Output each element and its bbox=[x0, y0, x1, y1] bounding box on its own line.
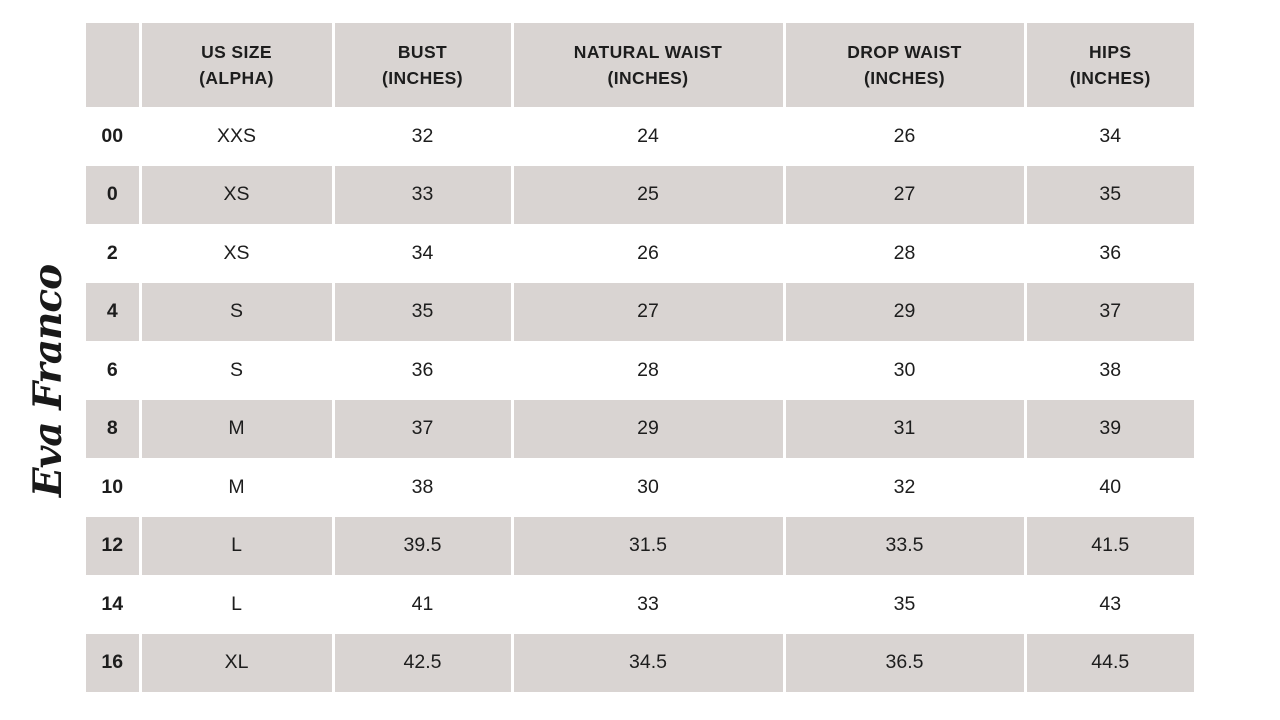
measurement-cell: 38 bbox=[333, 458, 514, 517]
size-cell: 0 bbox=[86, 165, 142, 224]
table-body: 00 XXS 32 24 26 34 0 XS 33 25 27 35 2 XS 34 26 28 36 4 S 35 2… bbox=[86, 107, 1194, 692]
measurement-cell: 43 bbox=[1025, 575, 1194, 634]
size-cell: 16 bbox=[86, 633, 142, 692]
size-cell: 2 bbox=[86, 224, 142, 283]
size-cell: 12 bbox=[86, 516, 142, 575]
table-row: 6 S 36 28 30 38 bbox=[86, 341, 1194, 400]
table-row: 0 XS 33 25 27 35 bbox=[86, 165, 1194, 224]
measurement-cell: 36 bbox=[333, 341, 514, 400]
measurement-cell: L bbox=[140, 575, 335, 634]
table-row: 8 M 37 29 31 39 bbox=[86, 399, 1194, 458]
measurement-cell: 34 bbox=[333, 224, 514, 283]
column-header-unit: (ALPHA) bbox=[199, 68, 274, 88]
size-cell: 00 bbox=[86, 107, 142, 166]
measurement-cell: 25 bbox=[512, 165, 786, 224]
measurement-cell: 41 bbox=[333, 575, 514, 634]
measurement-cell: 29 bbox=[512, 399, 786, 458]
header-row: US SIZE (ALPHA) BUST (INCHES) NATURAL WAIST (… bbox=[86, 23, 1194, 107]
measurement-cell: 36.5 bbox=[784, 633, 1027, 692]
measurement-cell: 34.5 bbox=[512, 633, 786, 692]
column-header-label: DROP WAIST bbox=[847, 41, 962, 62]
measurement-cell: 41.5 bbox=[1025, 516, 1194, 575]
measurement-cell: 33.5 bbox=[784, 516, 1027, 575]
table-row: 00 XXS 32 24 26 34 bbox=[86, 107, 1194, 166]
measurement-cell: 26 bbox=[512, 224, 786, 283]
table-row: 10 M 38 30 32 40 bbox=[86, 458, 1194, 517]
column-header-label: HIPS bbox=[1089, 41, 1132, 62]
measurement-cell: 35 bbox=[784, 575, 1027, 634]
measurement-cell: 44.5 bbox=[1025, 633, 1194, 692]
measurement-cell: 28 bbox=[784, 224, 1027, 283]
measurement-cell: XXS bbox=[140, 107, 335, 166]
column-header-unit: (INCHES) bbox=[382, 68, 463, 88]
measurement-cell: 37 bbox=[333, 399, 514, 458]
measurement-cell: 27 bbox=[784, 165, 1027, 224]
measurement-cell: 37 bbox=[1025, 282, 1194, 341]
table-row: 2 XS 34 26 28 36 bbox=[86, 224, 1194, 283]
measurement-cell: 28 bbox=[512, 341, 786, 400]
column-header: HIPS (INCHES) bbox=[1025, 23, 1194, 107]
measurement-cell: S bbox=[140, 282, 335, 341]
column-header: US SIZE (ALPHA) bbox=[140, 23, 335, 107]
table-row: 4 S 35 27 29 37 bbox=[86, 282, 1194, 341]
size-cell: 14 bbox=[86, 575, 142, 634]
size-cell: 6 bbox=[86, 341, 142, 400]
measurement-cell: 32 bbox=[333, 107, 514, 166]
measurement-cell: XL bbox=[140, 633, 335, 692]
measurement-cell: 35 bbox=[1025, 165, 1194, 224]
table-row: 12 L 39.5 31.5 33.5 41.5 bbox=[86, 516, 1194, 575]
column-header-unit: (INCHES) bbox=[864, 68, 945, 88]
column-header-label: BUST bbox=[397, 41, 448, 62]
measurement-cell: M bbox=[140, 458, 335, 517]
column-header: NATURAL WAIST (INCHES) bbox=[512, 23, 786, 107]
measurement-cell: 33 bbox=[512, 575, 786, 634]
measurement-cell: 42.5 bbox=[333, 633, 514, 692]
column-header: BUST (INCHES) bbox=[333, 23, 514, 107]
measurement-cell: 30 bbox=[512, 458, 786, 517]
measurement-cell: 39.5 bbox=[333, 516, 514, 575]
column-header: DROP WAIST (INCHES) bbox=[784, 23, 1027, 107]
measurement-cell: 31.5 bbox=[512, 516, 786, 575]
measurement-cell: XS bbox=[140, 224, 335, 283]
measurement-cell: 35 bbox=[333, 282, 514, 341]
measurement-cell: 24 bbox=[512, 107, 786, 166]
column-header-unit: (INCHES) bbox=[607, 68, 689, 88]
measurement-cell: 36 bbox=[1025, 224, 1194, 283]
size-cell: 8 bbox=[86, 399, 142, 458]
table-row: 16 XL 42.5 34.5 36.5 44.5 bbox=[86, 633, 1194, 692]
measurement-cell: S bbox=[140, 341, 335, 400]
measurement-cell: 26 bbox=[784, 107, 1027, 166]
column-header-label: NATURAL WAIST bbox=[573, 41, 723, 62]
size-cell: 4 bbox=[86, 282, 142, 341]
measurement-cell: 33 bbox=[333, 165, 514, 224]
measurement-cell: L bbox=[140, 516, 335, 575]
measurement-cell: 38 bbox=[1025, 341, 1194, 400]
measurement-cell: 32 bbox=[784, 458, 1027, 517]
measurement-cell: 40 bbox=[1025, 458, 1194, 517]
size-cell: 10 bbox=[86, 458, 142, 517]
measurement-cell: M bbox=[140, 399, 335, 458]
column-header-unit: (INCHES) bbox=[1069, 68, 1151, 88]
measurement-cell: 30 bbox=[784, 341, 1027, 400]
table-row: 14 L 41 33 35 43 bbox=[86, 575, 1194, 634]
measurement-cell: 39 bbox=[1025, 399, 1194, 458]
measurement-cell: 27 bbox=[512, 282, 786, 341]
table-header: US SIZE (ALPHA) BUST (INCHES) NATURAL WAIST (… bbox=[86, 23, 1194, 107]
brand-logo: Eva Franco bbox=[25, 264, 71, 498]
measurement-cell: 29 bbox=[784, 282, 1027, 341]
size-chart-table: US SIZE (ALPHA) BUST (INCHES) NATURAL WAIST (… bbox=[86, 23, 1194, 692]
measurement-cell: XS bbox=[140, 165, 335, 224]
measurement-cell: 31 bbox=[784, 399, 1027, 458]
measurement-cell: 34 bbox=[1025, 107, 1194, 166]
column-header-label: US SIZE bbox=[201, 41, 272, 62]
column-header bbox=[86, 23, 142, 107]
